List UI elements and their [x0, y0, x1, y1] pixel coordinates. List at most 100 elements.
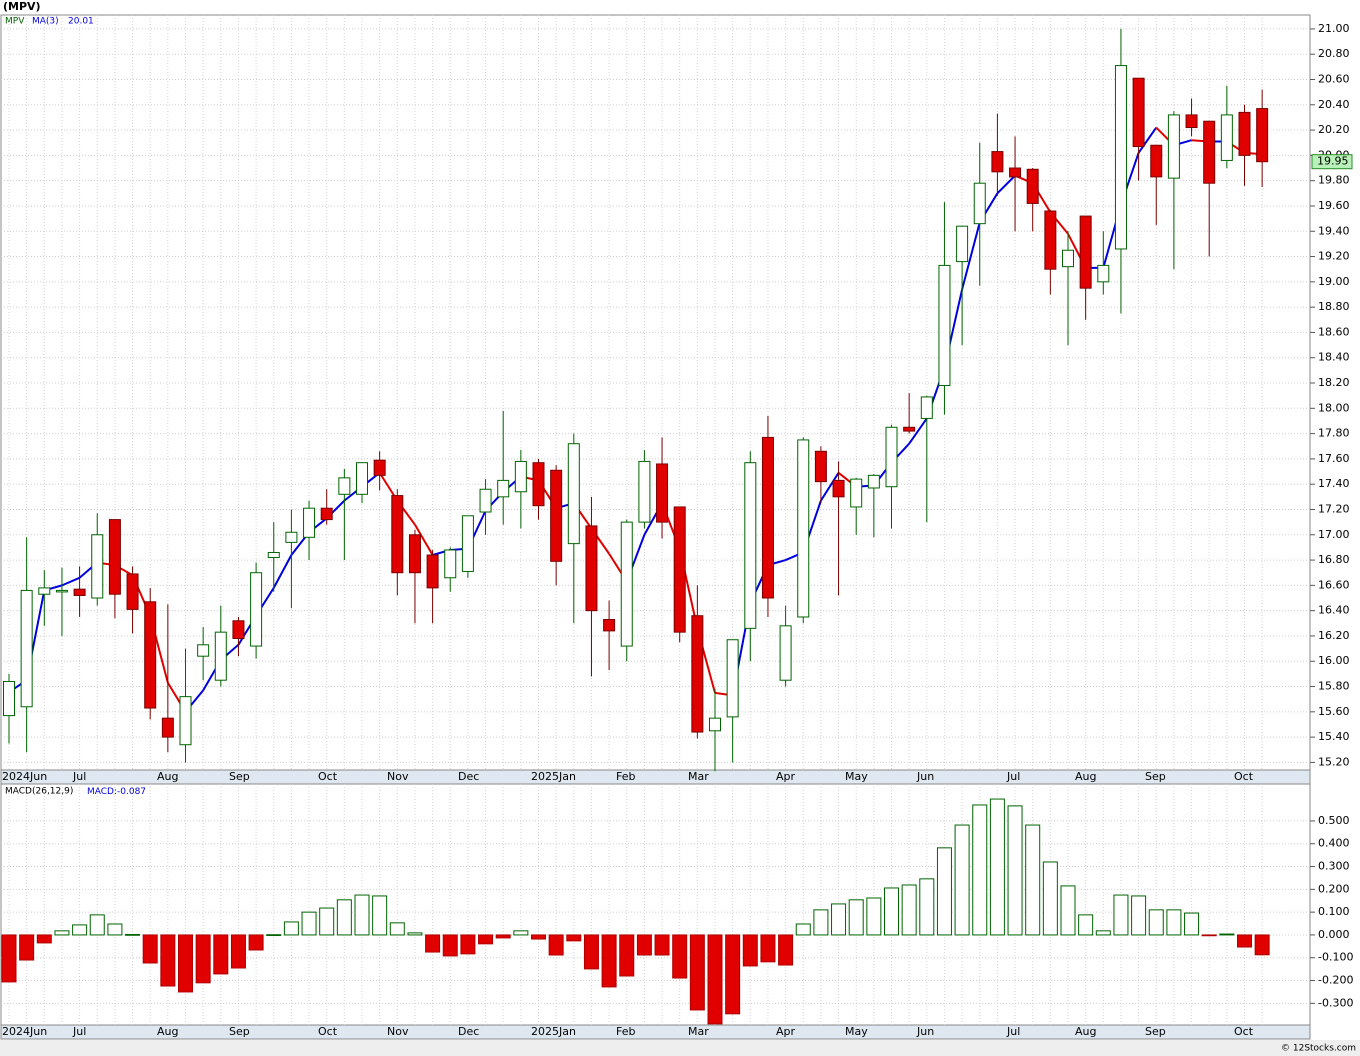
last-price-tag [1311, 154, 1353, 170]
x-tick-label: Aug [1075, 1025, 1096, 1038]
macd-bar [1254, 934, 1270, 956]
macd-bar [125, 933, 141, 936]
ma-segment [961, 222, 981, 290]
macd-bar [672, 934, 688, 979]
x-tick-label: 2024Jun [2, 770, 47, 783]
candle-body [1256, 108, 1269, 163]
candle-body [885, 426, 898, 488]
candle-body [267, 551, 280, 559]
y-tick-label: 19.60 [1318, 199, 1350, 212]
candle-body [761, 436, 774, 599]
x-tick-label: Oct [318, 770, 338, 783]
macd-bar [566, 934, 582, 942]
y-tick-label: -0.100 [1318, 951, 1353, 964]
macd-bar [636, 934, 652, 956]
chart-title: (MPV) [3, 0, 41, 13]
candle-body [303, 507, 316, 538]
macd-bar [354, 894, 370, 936]
macd-bar [1219, 933, 1235, 936]
macd-bar [1184, 912, 1200, 936]
x-tick-label: Sep [229, 770, 250, 783]
macd-bar [160, 934, 176, 987]
y-tick-label: 15.20 [1318, 755, 1350, 768]
candle-body [779, 625, 792, 681]
macd-bar [1042, 861, 1058, 936]
y-tick-label: 16.60 [1318, 578, 1350, 591]
candle-body [320, 507, 333, 521]
candle-body [356, 462, 368, 495]
x-tick-label: Nov [387, 1025, 409, 1038]
y-tick-label: 0.000 [1318, 928, 1350, 941]
y-tick-label: 0.100 [1318, 905, 1350, 918]
macd-value: -0.087 [117, 787, 146, 797]
y-tick-label: 16.80 [1318, 553, 1350, 566]
candle-body [461, 515, 474, 572]
macd-bar [319, 907, 335, 936]
ma-segment [272, 554, 293, 589]
y-tick-label: 17.80 [1318, 427, 1350, 440]
macd-bar [1007, 805, 1023, 936]
y-tick-label: 17.40 [1318, 477, 1350, 490]
macd-legend: MACD(26,12,9) [5, 787, 73, 797]
macd-bar [760, 934, 776, 963]
macd-bar [142, 934, 158, 964]
macd-bar [954, 824, 970, 936]
candle-body [903, 426, 916, 432]
candle-body [55, 589, 68, 593]
candle-body [1026, 168, 1039, 204]
macd-bar [1237, 934, 1252, 948]
y-tick-label: 18.40 [1318, 351, 1350, 364]
x-tick-label: Apr [776, 770, 796, 783]
macd-bar [425, 934, 441, 953]
macd-bar [1, 934, 17, 983]
macd-bar [778, 934, 794, 966]
macd-bar [460, 934, 476, 955]
y-tick-label: 15.60 [1318, 705, 1350, 718]
y-tick-label: 20.60 [1318, 72, 1350, 85]
candle-body [144, 601, 157, 709]
candle-body [585, 525, 598, 612]
y-tick-label: 17.00 [1318, 528, 1350, 541]
candle-body [656, 463, 669, 523]
x-tick-label: Feb [616, 770, 635, 783]
macd-bar [89, 914, 105, 936]
candle-body [1044, 210, 1057, 270]
macd-bar [901, 884, 917, 936]
y-tick-label: 17.20 [1318, 502, 1350, 515]
candle-body [867, 474, 880, 489]
ma-legend: MA(3) [32, 17, 59, 27]
candle-body [1009, 167, 1022, 178]
candle-body [744, 462, 757, 629]
last-price-label: 19.95 [1317, 155, 1349, 168]
macd-bar [1025, 824, 1041, 936]
macd-prefix: MACD: [87, 787, 117, 797]
macd-bar [407, 932, 423, 936]
candle-body [797, 439, 810, 618]
candle-body [832, 479, 845, 498]
x-tick-label: Jul [72, 770, 86, 783]
candle-body [126, 573, 139, 610]
macd-bar [213, 934, 229, 975]
macd-bar [583, 934, 599, 970]
price-date-strip [0, 769, 1311, 785]
ma-segment [414, 524, 434, 556]
y-tick-label: 16.20 [1318, 629, 1350, 642]
macd-bar [248, 934, 264, 951]
x-tick-label: Dec [458, 1025, 479, 1038]
candle-body [603, 619, 616, 632]
candle-body [638, 460, 651, 523]
macd-bar [1148, 909, 1164, 936]
candle-body [1062, 249, 1074, 268]
candle-body [1203, 120, 1216, 184]
footer-bar [0, 1040, 1360, 1056]
candle-body [567, 443, 580, 545]
candle-body [179, 696, 192, 746]
x-tick-label: Jul [1006, 1025, 1020, 1038]
candle-body [938, 264, 951, 387]
macd-bar [1113, 894, 1129, 936]
macd-bar [725, 934, 741, 1015]
candle-body [20, 589, 33, 708]
x-tick-label: Aug [157, 1025, 178, 1038]
